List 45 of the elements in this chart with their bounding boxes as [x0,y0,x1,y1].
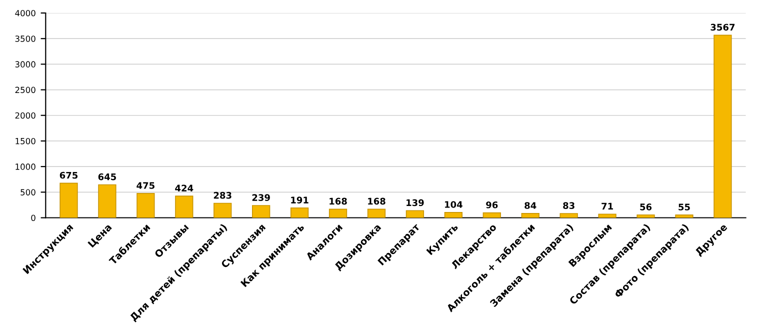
y-tick-label: 500 [20,189,36,196]
data-label: 239 [252,194,270,201]
bar [367,208,386,218]
y-tick-label: 2500 [15,86,36,94]
data-label: 71 [602,202,613,210]
data-label: 424 [175,184,194,192]
bar [521,213,540,218]
y-tick-label: 2000 [15,112,36,119]
bar [636,214,655,218]
y-tick-label: 1500 [16,138,36,144]
bar [214,202,232,218]
data-label: 104 [445,201,462,208]
data-label: 168 [368,198,386,205]
bar [560,213,578,218]
data-label: 84 [524,202,536,209]
data-label: 139 [406,199,424,206]
data-label: 3567 [710,24,735,31]
bar [714,34,732,218]
bar [60,182,78,218]
bar [444,212,462,218]
data-label: 475 [136,182,154,189]
data-label: 55 [678,204,690,210]
bar [98,184,116,218]
y-tick-label: 3500 [15,36,36,42]
data-label: 675 [60,172,78,179]
data-label: 645 [98,173,116,180]
data-label: 83 [563,202,574,209]
data-label: 168 [330,198,347,205]
bar [598,214,616,218]
y-tick-label: 3000 [15,61,36,68]
bar [406,210,424,218]
bar [675,214,694,218]
bar [290,208,309,218]
bar [136,193,155,218]
y-tick-label: 0 [31,214,36,222]
bar [328,208,348,218]
bar [175,196,194,218]
data-label: 191 [291,196,308,204]
y-tick-label: 1000 [16,164,36,170]
data-label: 96 [486,201,498,208]
bar [252,205,270,218]
bar [482,212,501,218]
data-label: 283 [214,192,232,199]
data-label: 56 [640,204,652,210]
y-tick-label: 4000 [15,10,36,16]
